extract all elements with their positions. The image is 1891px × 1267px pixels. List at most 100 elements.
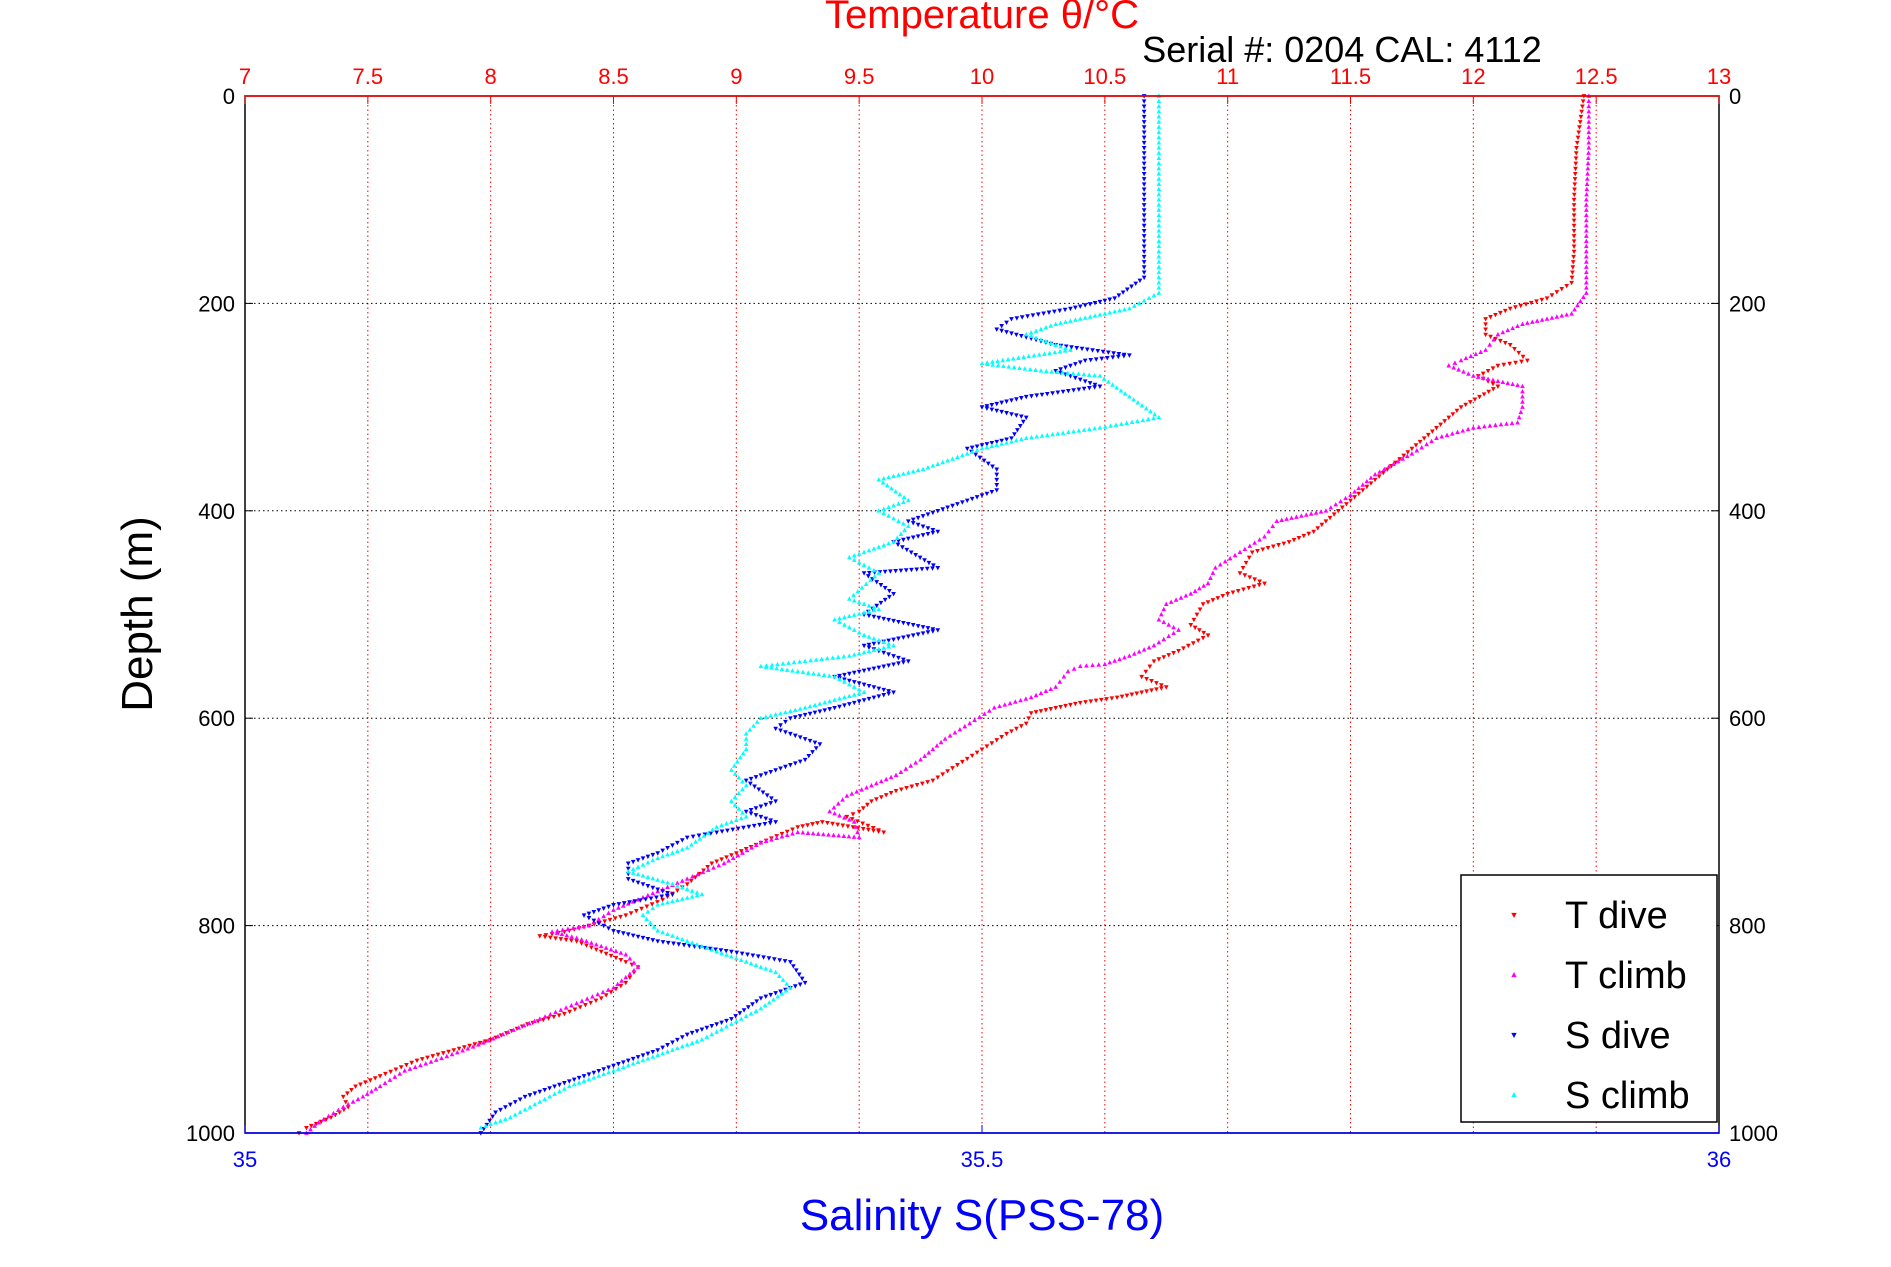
data-point bbox=[744, 847, 750, 853]
data-point bbox=[684, 886, 690, 892]
data-point bbox=[1090, 662, 1095, 668]
data-point bbox=[851, 700, 857, 706]
data-point bbox=[660, 889, 665, 894]
data-point bbox=[1240, 566, 1246, 571]
legend-label-t-climb: T climb bbox=[1565, 955, 1687, 997]
data-point bbox=[898, 769, 904, 774]
data-point bbox=[842, 694, 847, 700]
data-point bbox=[567, 1009, 572, 1015]
data-point bbox=[847, 624, 852, 630]
data-point bbox=[1104, 697, 1109, 702]
data-point bbox=[896, 655, 901, 661]
data-point bbox=[419, 1057, 425, 1062]
data-point bbox=[856, 560, 862, 565]
data-point bbox=[832, 706, 837, 711]
data-point bbox=[930, 463, 936, 468]
data-point bbox=[537, 934, 543, 939]
data-point bbox=[964, 451, 970, 456]
data-point bbox=[1082, 358, 1088, 364]
data-point bbox=[1154, 681, 1159, 686]
data-point bbox=[1033, 328, 1039, 333]
data-point bbox=[1299, 513, 1304, 518]
data-point bbox=[733, 1018, 739, 1024]
data-point bbox=[773, 799, 778, 804]
data-point bbox=[1376, 474, 1382, 479]
data-point bbox=[773, 726, 778, 732]
data-point bbox=[764, 793, 770, 798]
data-point bbox=[714, 1022, 720, 1027]
data-point bbox=[1009, 331, 1014, 336]
data-point bbox=[724, 855, 729, 860]
data-point bbox=[773, 768, 778, 773]
data-point bbox=[316, 1120, 322, 1125]
data-point bbox=[537, 1089, 543, 1095]
data-point bbox=[1141, 270, 1147, 275]
data-point bbox=[872, 574, 877, 579]
data-point bbox=[623, 980, 629, 986]
data-point bbox=[1461, 369, 1466, 374]
data-point bbox=[969, 445, 975, 451]
data-point bbox=[925, 626, 931, 631]
data-point bbox=[581, 923, 587, 929]
data-point bbox=[1500, 329, 1506, 335]
data-point bbox=[1038, 337, 1044, 342]
data-point bbox=[901, 521, 906, 526]
data-point bbox=[778, 766, 783, 771]
data-point bbox=[1505, 380, 1511, 386]
data-point bbox=[1009, 439, 1014, 444]
data-point bbox=[412, 1064, 418, 1070]
data-point bbox=[1108, 423, 1113, 428]
data-point bbox=[842, 703, 847, 708]
data-point bbox=[1559, 313, 1565, 318]
data-point bbox=[886, 638, 891, 644]
data-point bbox=[1114, 385, 1120, 390]
data-point bbox=[1570, 265, 1576, 270]
data-point bbox=[1156, 114, 1162, 119]
data-point bbox=[1570, 260, 1576, 265]
data-point bbox=[645, 909, 651, 914]
data-point bbox=[861, 682, 867, 688]
data-point bbox=[1176, 648, 1181, 654]
data-point bbox=[1429, 438, 1434, 444]
data-point bbox=[1197, 607, 1203, 612]
data-point bbox=[1205, 580, 1211, 586]
data-point bbox=[1063, 703, 1068, 709]
data-point bbox=[748, 1011, 754, 1016]
series-s-climb bbox=[478, 93, 1162, 1130]
data-point bbox=[1161, 619, 1167, 625]
data-point bbox=[517, 1109, 523, 1115]
data-point bbox=[994, 327, 1000, 332]
data-point bbox=[1586, 140, 1592, 145]
data-point bbox=[1256, 583, 1262, 588]
bottom-axis-tick-label: 35 bbox=[233, 1147, 257, 1172]
data-point bbox=[488, 1121, 494, 1127]
data-point bbox=[1141, 192, 1147, 198]
data-point bbox=[655, 1048, 661, 1053]
data-point bbox=[1083, 700, 1088, 705]
data-point bbox=[1586, 114, 1592, 119]
data-point bbox=[1013, 699, 1018, 704]
data-point bbox=[1190, 641, 1196, 646]
data-point bbox=[1581, 294, 1586, 299]
data-point bbox=[1028, 694, 1034, 700]
data-point bbox=[1409, 446, 1415, 452]
data-point bbox=[1163, 601, 1169, 606]
chart-title: Temperature θ/°C bbox=[825, 0, 1139, 37]
data-point bbox=[788, 763, 793, 768]
data-point bbox=[1262, 581, 1267, 586]
data-point bbox=[679, 878, 685, 883]
data-point bbox=[790, 964, 796, 969]
data-point bbox=[989, 440, 995, 446]
data-point bbox=[905, 622, 911, 627]
data-point bbox=[1520, 383, 1525, 389]
data-point bbox=[762, 821, 768, 827]
data-point bbox=[1020, 419, 1026, 425]
data-point bbox=[563, 1005, 569, 1010]
data-point bbox=[547, 1011, 553, 1017]
data-point bbox=[738, 815, 744, 821]
data-point bbox=[382, 1080, 388, 1086]
data-point bbox=[625, 869, 631, 874]
data-point bbox=[1344, 502, 1349, 507]
data-point bbox=[630, 859, 636, 865]
data-point bbox=[623, 952, 629, 957]
